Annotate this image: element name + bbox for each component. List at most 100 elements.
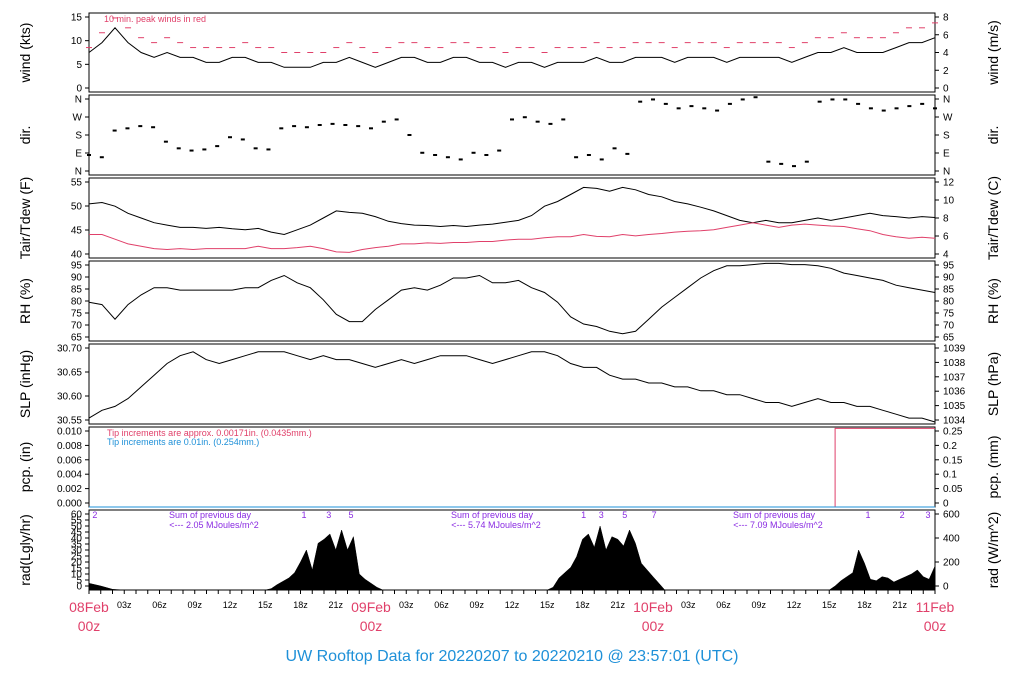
temperature-series-0	[88, 186, 936, 236]
x-hour-label: 12z	[505, 600, 520, 610]
direction-left-tick-label: N	[75, 167, 82, 178]
wind-right-tick-label: 0	[943, 84, 949, 95]
direction-point	[856, 102, 861, 105]
rh-right-tick-label: 80	[943, 297, 955, 308]
direction-point	[676, 107, 681, 110]
slp-ylabel-right: SLP (hPa)	[985, 352, 1001, 416]
radiation-day-sum-label: Sum of previous day	[451, 510, 534, 520]
x-hour-label: 06z	[716, 600, 731, 610]
radiation-hour-marker: 1	[581, 510, 586, 520]
precip-left-tick-label: 0.000	[57, 499, 82, 510]
radiation-day-sum-label: Sum of previous day	[169, 510, 252, 520]
direction-point	[304, 126, 309, 129]
radiation-hour-marker: 5	[349, 510, 354, 520]
direction-point	[163, 140, 168, 143]
rh-left-tick-label: 90	[71, 273, 83, 284]
x-hour-label: 03z	[681, 600, 696, 610]
radiation-left-tick-label: 25	[71, 552, 83, 563]
direction-point	[138, 125, 143, 128]
radiation-right-tick-label: 200	[943, 558, 960, 569]
x-hour-label: 03z	[399, 600, 414, 610]
direction-point	[651, 98, 655, 101]
temperature-right-tick-label: 10	[943, 196, 955, 207]
temperature-left-tick-label: 45	[71, 226, 83, 237]
direction-point	[574, 156, 579, 159]
wind-frame	[88, 12, 936, 93]
x-hour-label: 12z	[223, 600, 238, 610]
radiation-left-tick-label: 10	[71, 570, 83, 581]
x-hour-label: 09z	[751, 600, 766, 610]
wind-series-0	[88, 27, 936, 68]
direction-point	[330, 122, 335, 125]
temperature-right-tick-label: 6	[943, 232, 949, 243]
direction-point	[689, 105, 694, 108]
radiation-hour-marker: 1	[302, 510, 307, 520]
direction-point	[881, 109, 886, 112]
x-hour-label: 06z	[152, 600, 167, 610]
rh-right-tick-label: 90	[943, 273, 955, 284]
precip-left-tick-label: 0.010	[57, 427, 82, 438]
precip-left-tick-label: 0.004	[57, 470, 82, 481]
direction-point	[599, 158, 604, 161]
direction-right-tick-label: S	[943, 131, 950, 142]
direction-point	[125, 127, 130, 130]
radiation-right-tick-label: 400	[943, 534, 960, 545]
temperature-frame	[88, 177, 936, 259]
rh-series-0	[88, 262, 936, 335]
precip-left-tick-label: 0.008	[57, 441, 82, 452]
x-day-hour-label: 00z	[360, 618, 383, 634]
slp-left-tick-label: 30.65	[57, 368, 82, 379]
radiation-hour-marker: 2	[92, 510, 97, 520]
direction-point	[394, 118, 399, 121]
direction-point	[740, 98, 745, 101]
radiation-left-tick-label: 30	[71, 546, 83, 557]
x-day-hour-label: 00z	[642, 618, 665, 634]
direction-point	[99, 156, 104, 159]
direction-point	[804, 160, 809, 163]
direction-point	[266, 148, 271, 151]
rh-right-tick-label: 65	[943, 333, 955, 344]
direction-point	[727, 102, 732, 105]
rh-right-tick-label: 75	[943, 309, 955, 320]
direction-point	[612, 147, 617, 150]
direction-point	[586, 154, 591, 156]
wind-ylabel-left: wind (kts)	[17, 23, 33, 84]
radiation-right-tick-label: 600	[943, 510, 960, 521]
direction-point	[766, 160, 771, 163]
slp-right-tick-label: 1039	[943, 344, 966, 355]
direction-point	[933, 107, 937, 110]
wind-left-tick-label: 5	[76, 60, 82, 71]
wind-ylabel-right: wind (m/s)	[985, 20, 1001, 86]
direction-point	[458, 158, 463, 161]
direction-point	[407, 134, 412, 136]
slp-right-tick-label: 1036	[943, 387, 966, 398]
direction-point	[561, 118, 566, 121]
wind-right-tick-label: 2	[943, 66, 949, 77]
radiation-left-tick-label: 15	[71, 564, 83, 575]
precip-right-tick-label: 0.15	[943, 455, 963, 466]
precip-right-tick-label: 0	[943, 499, 949, 510]
direction-point	[471, 151, 476, 154]
radiation-hour-marker: 7	[652, 510, 657, 520]
direction-point	[638, 100, 643, 103]
radiation-day-sum-value: <--- 7.09 MJoules/m^2	[733, 520, 823, 530]
precip-note-approx: Tip increments are approx. 0.00171in. (0…	[107, 428, 312, 438]
direction-point	[445, 156, 450, 159]
direction-point	[381, 120, 386, 123]
direction-point	[779, 162, 784, 165]
wind-right-tick-label: 8	[943, 13, 949, 24]
x-day-hour-label: 00z	[924, 618, 947, 634]
temperature-right-tick-label: 12	[943, 178, 955, 189]
precip-right-tick-label: 0.25	[943, 427, 963, 438]
precip-ylabel-left: pcp. (in)	[17, 442, 33, 493]
radiation-left-tick-label: 55	[71, 516, 83, 527]
direction-point	[87, 154, 91, 156]
x-day-date-label: 08Feb	[69, 599, 109, 615]
radiation-left-tick-label: 40	[71, 534, 83, 545]
slp-right-tick-label: 1034	[943, 416, 966, 427]
direction-point	[189, 149, 194, 152]
x-hour-label: 15z	[258, 600, 273, 610]
x-day-date-label: 09Feb	[351, 599, 391, 615]
slp-right-tick-label: 1037	[943, 372, 966, 383]
